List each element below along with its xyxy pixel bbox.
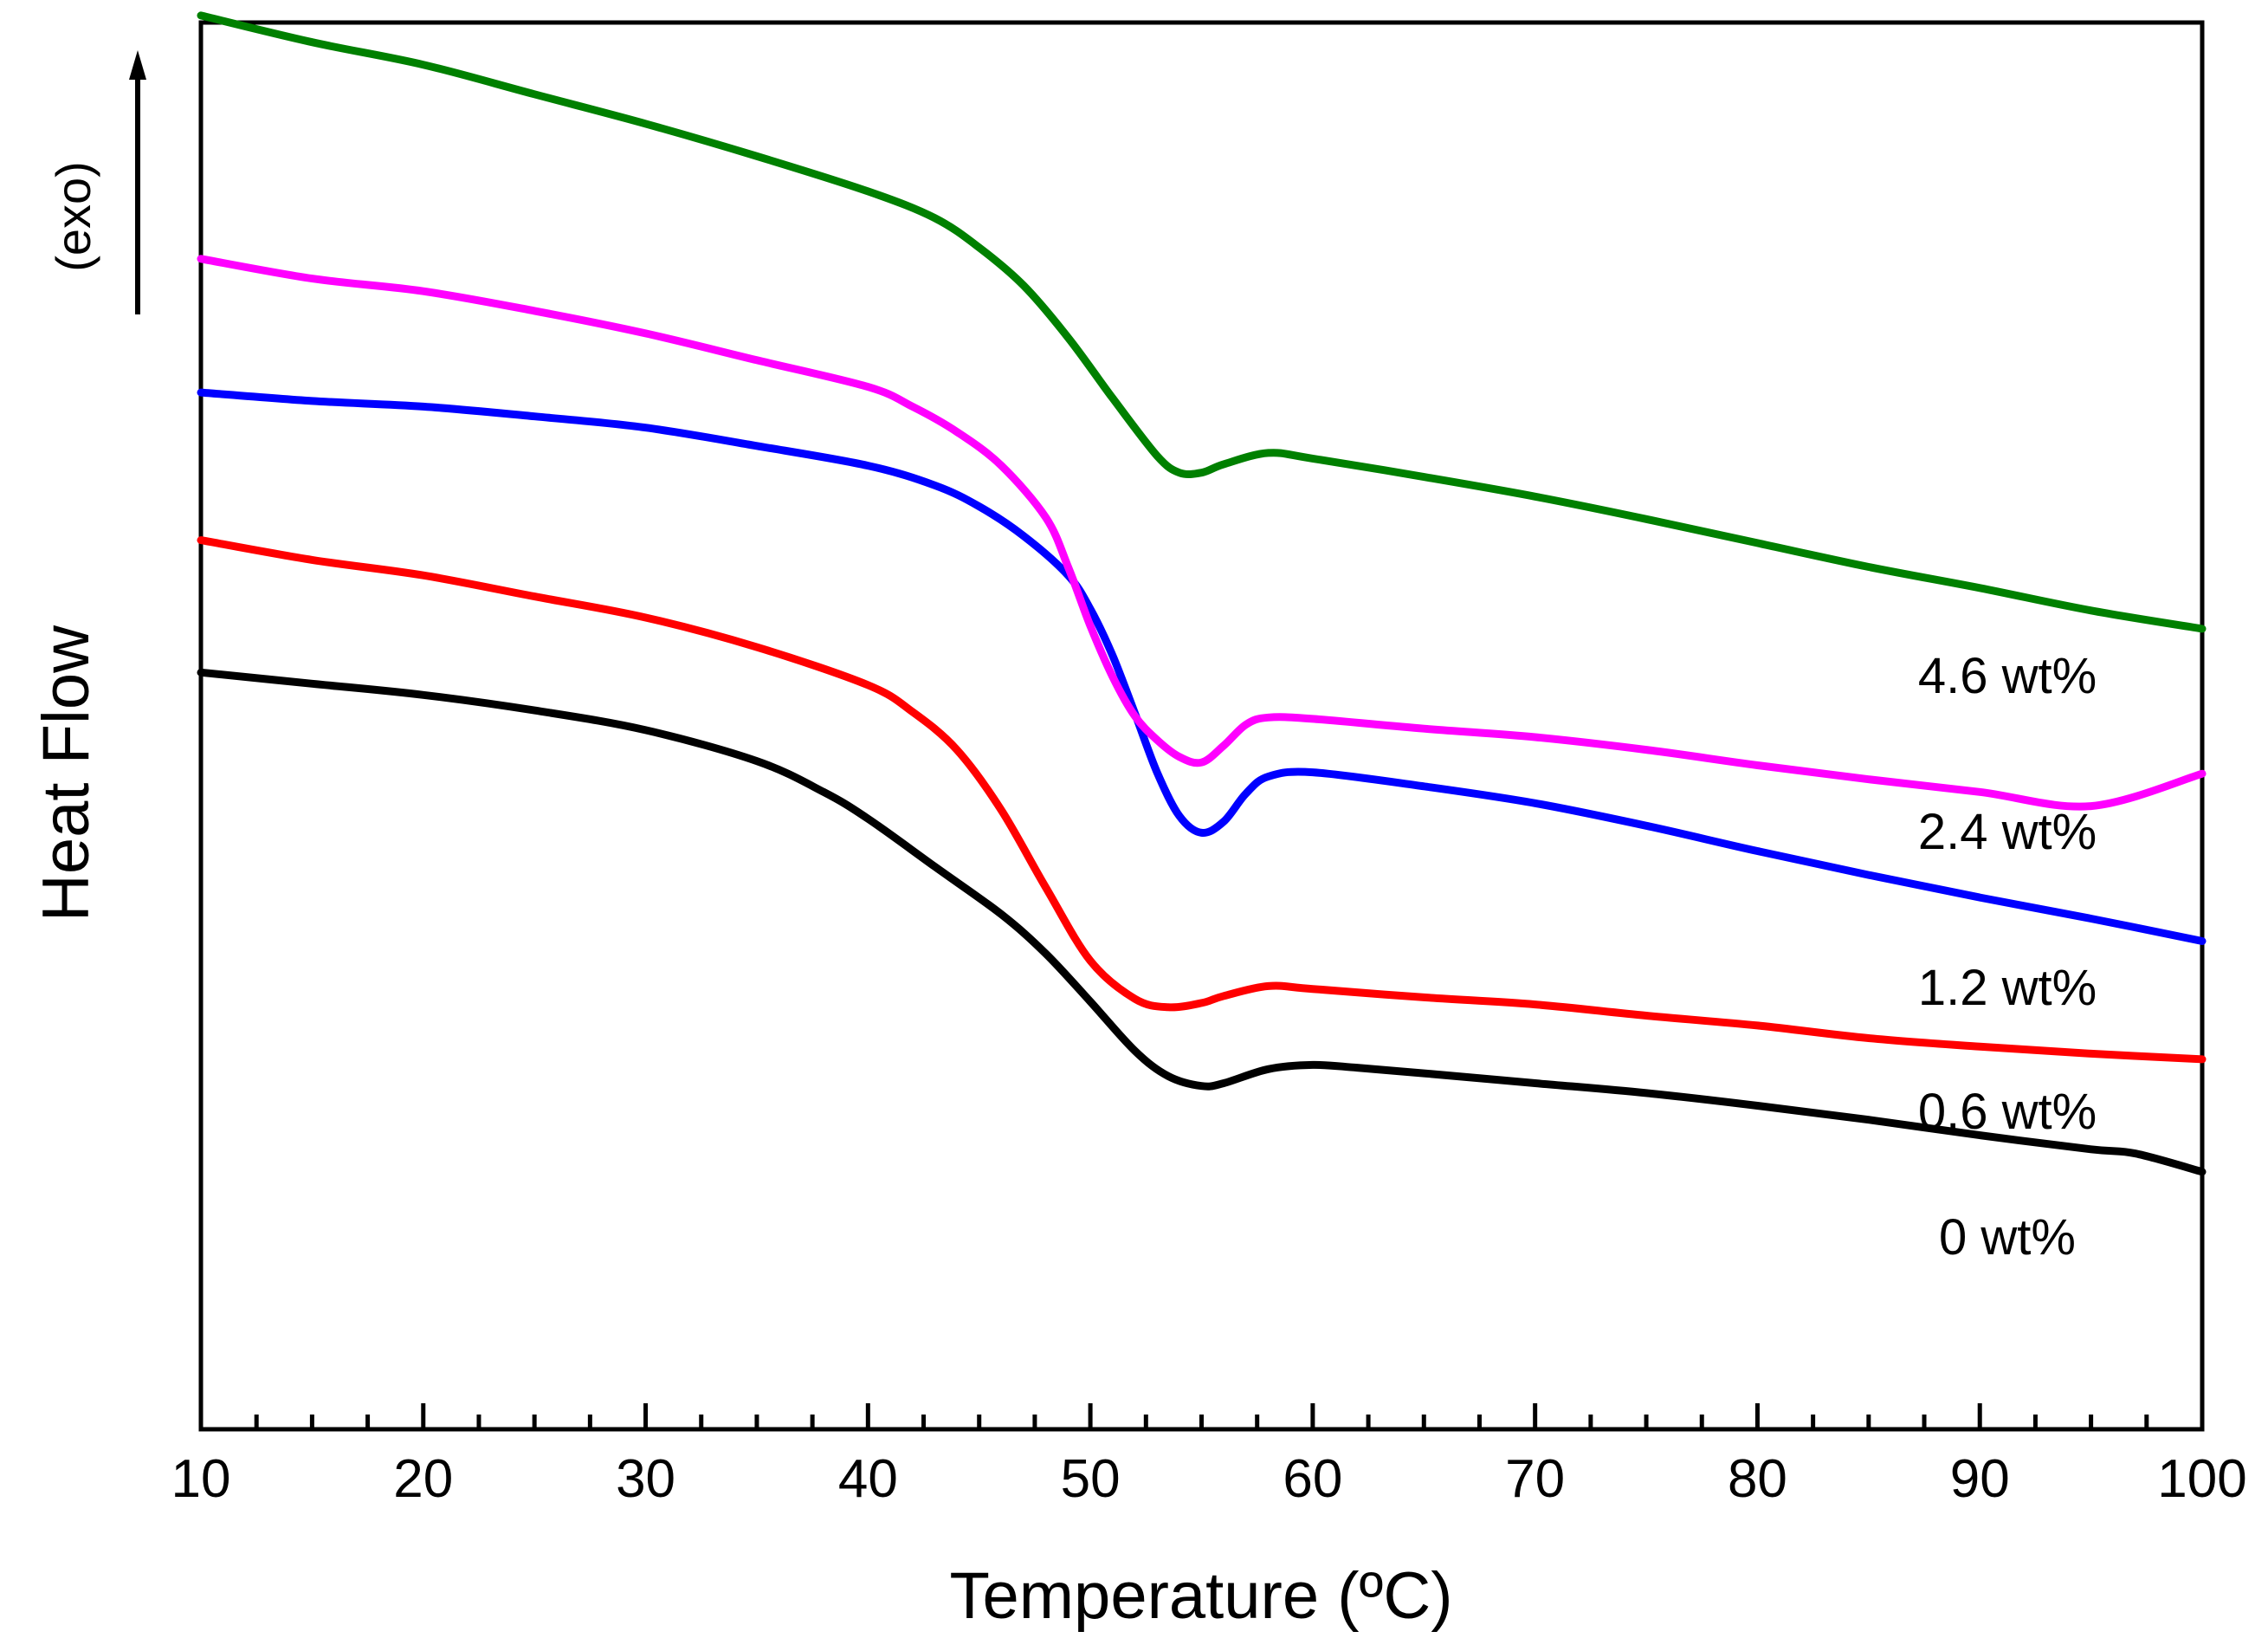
series-line-4-6-wt <box>197 11 2207 633</box>
exo-label: (exo) <box>46 161 100 272</box>
series-line-0-wt <box>197 668 2207 1176</box>
series-labels: 0 wt% 0.6 wt% 1.2 wt% 2.4 wt% 4.6 wt% <box>1918 648 2097 1266</box>
plot-frame <box>198 20 2205 1432</box>
series-label-2-4-wt: 2.4 wt% <box>1918 804 2097 860</box>
series-line-0-6-wt <box>197 536 2207 1064</box>
x-tick-label: 100 <box>2157 1449 2246 1509</box>
plot-area <box>198 20 2205 1432</box>
x-tick-label: 70 <box>1505 1449 1565 1509</box>
series-label-4-6-wt: 4.6 wt% <box>1918 648 2097 704</box>
x-axis-tick-labels: 10 20 30 40 50 60 70 80 90 100 <box>171 1449 2247 1509</box>
x-tick-label: 50 <box>1061 1449 1121 1509</box>
x-axis-ticks <box>198 1403 2205 1429</box>
series-label-0-wt: 0 wt% <box>1939 1209 2076 1266</box>
y-axis-title: Heat Flow <box>29 625 103 922</box>
series-label-1-2-wt: 1.2 wt% <box>1918 960 2097 1016</box>
series-label-0-6-wt: 0.6 wt% <box>1918 1084 2097 1140</box>
series-lines <box>197 11 2207 1176</box>
x-tick-label: 30 <box>616 1449 675 1509</box>
exo-indicator: (exo) <box>46 50 146 314</box>
series-line-2-4-wt <box>197 255 2207 811</box>
x-tick-label: 90 <box>1950 1449 2010 1509</box>
x-tick-label: 80 <box>1728 1449 1787 1509</box>
exo-arrow-head <box>129 50 146 80</box>
x-tick-label: 60 <box>1283 1449 1342 1509</box>
x-tick-label: 10 <box>171 1449 231 1509</box>
x-tick-label: 40 <box>838 1449 898 1509</box>
x-axis-title: Temperature (ºC) <box>949 1559 1452 1633</box>
series-line-1-2-wt <box>197 388 2207 945</box>
x-tick-label: 20 <box>393 1449 453 1509</box>
